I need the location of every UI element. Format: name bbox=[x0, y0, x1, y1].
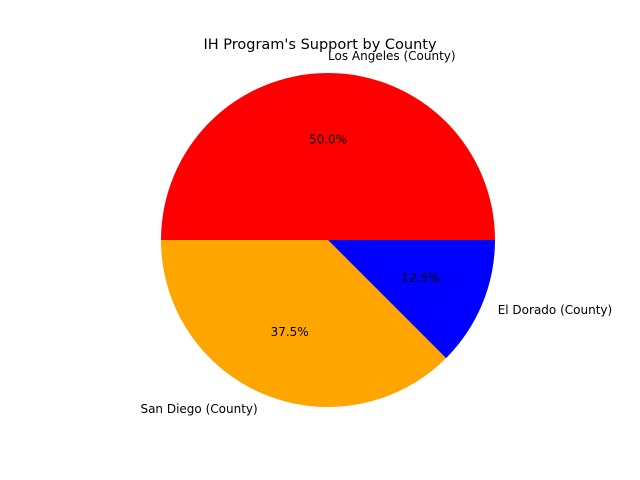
chart-title: IH Program's Support by County bbox=[203, 37, 437, 53]
pie-slices bbox=[161, 73, 495, 408]
percent-label-san-diego-county: 37.5% bbox=[271, 325, 309, 339]
pie-slice-san-diego-county bbox=[161, 240, 447, 408]
slice-label-los-angeles-county: Los Angeles (County) bbox=[328, 49, 456, 63]
pie-slice-los-angeles-county bbox=[161, 73, 495, 240]
percent-label-el-dorado-county: 12.5% bbox=[402, 271, 440, 285]
pie-slice-el-dorado-county bbox=[328, 240, 495, 359]
slice-label-el-dorado-county: El Dorado (County) bbox=[498, 303, 612, 317]
percent-label-los-angeles-county: 50.0% bbox=[309, 132, 347, 146]
pie-labels: Los Angeles (County) 50.0% San Diego (Coun… bbox=[140, 49, 612, 416]
slice-label-san-diego-county: San Diego (County) bbox=[140, 402, 257, 416]
